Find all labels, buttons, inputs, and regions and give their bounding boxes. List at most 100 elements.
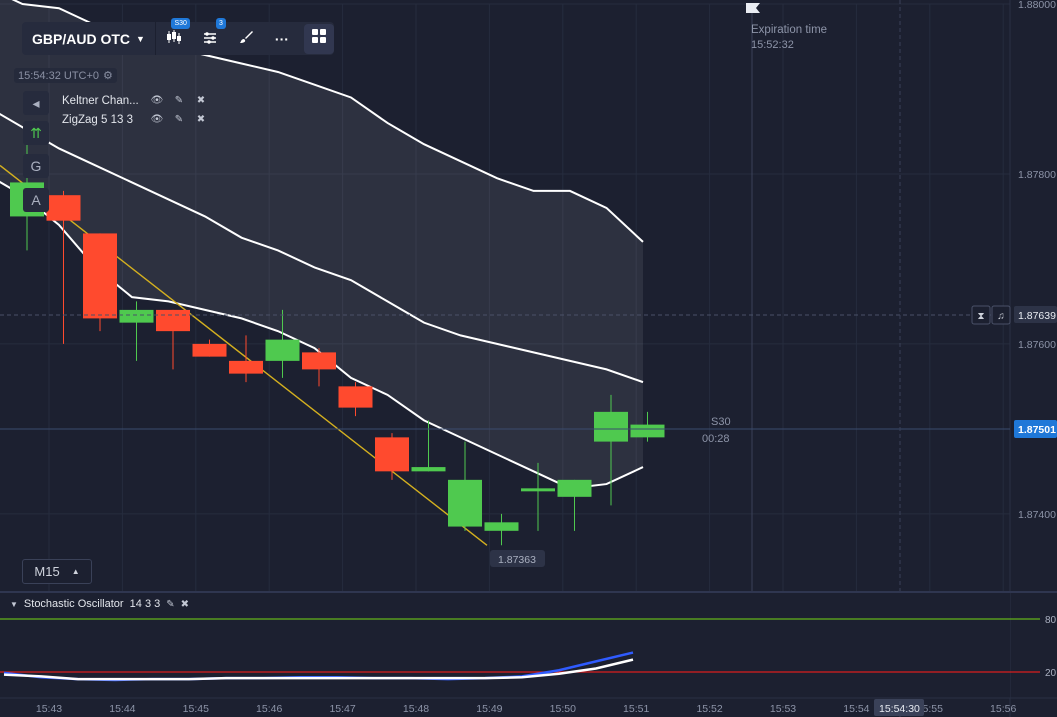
stochastic-oscillator [0, 618, 1040, 682]
eye-icon[interactable]: 👁 [150, 114, 164, 125]
indicator-row-keltner: Keltner Chan... 👁 ✎ ✖ [62, 91, 212, 110]
eye-icon[interactable]: 👁 [150, 95, 164, 106]
candle[interactable] [521, 462, 555, 531]
time-axis: 15:43 15:44 15:45 15:46 15:47 15:48 15:49 15:50… [36, 703, 1017, 715]
osc-level-low-label: 20 [1045, 668, 1057, 679]
top-toolbar: GBP/AUD OTC ▼ S30 3 ··· [22, 18, 334, 55]
gear-icon: ⚙ [103, 70, 113, 82]
current-time-value: 15:54:30 [879, 703, 920, 715]
alert-timer-button[interactable]: ⧗ [971, 305, 991, 325]
chevron-down-icon[interactable]: ▼ [10, 599, 18, 609]
time-axis-label: 15:46 [256, 703, 282, 715]
candle-body [557, 479, 592, 497]
indicator-name: Keltner Chan... [62, 94, 139, 107]
time-axis-label: 15:53 [770, 703, 796, 715]
chart-grid [0, 3, 1010, 698]
chart-type-badge: S30 [171, 18, 190, 29]
timeframe-selector[interactable]: M15 ▲ [22, 559, 92, 584]
low-price-tag [490, 550, 545, 567]
expiration-time: 15:52:32 [751, 39, 794, 51]
candle[interactable] [375, 433, 409, 480]
time-axis-label: 15:49 [476, 703, 502, 715]
more-button[interactable]: ··· [264, 22, 300, 55]
expiration-flag-icon[interactable] [746, 3, 760, 13]
indicator-name: ZigZag 5 13 3 [62, 113, 133, 126]
candle[interactable] [557, 479, 592, 531]
current-time-tag [874, 699, 924, 716]
pencil-icon[interactable]: ✎ [174, 95, 184, 106]
side-button-g-label: G [30, 158, 42, 174]
drawing-tools-button[interactable] [228, 22, 264, 55]
timezone-text: 15:54:32 UTC+0 [18, 69, 100, 82]
candle[interactable] [229, 335, 263, 383]
candle-body [375, 437, 409, 472]
time-axis-label: 15:50 [550, 703, 576, 715]
oscillator-title: Stochastic Oscillator 14 3 3 [23, 598, 161, 610]
side-button-a[interactable]: A [23, 188, 49, 212]
candle-body [302, 352, 336, 370]
chart-type-button[interactable]: S30 [156, 18, 192, 55]
candle[interactable] [448, 441, 482, 531]
timezone-info[interactable]: 15:54:32 UTC+0 ⚙ [14, 68, 117, 83]
time-axis-label: 15:54 [843, 703, 869, 715]
candle-body [192, 343, 227, 357]
time-axis-label: 15:44 [109, 703, 135, 715]
expiration-label: Expiration time [751, 24, 827, 36]
candle-body [83, 233, 117, 319]
double-arrow-up-icon: ⇈ [30, 124, 42, 141]
stoch-d-line [3, 658, 634, 681]
layout-grid-button[interactable] [303, 23, 334, 54]
candle[interactable] [156, 309, 190, 370]
time-axis-label: 15:56 [990, 703, 1016, 715]
price-axis: 1.88000 1.87800 1.87600 1.87400 [1018, 0, 1056, 521]
osc-level-high-label: 80 [1045, 615, 1057, 626]
close-icon[interactable]: ✖ [196, 114, 206, 125]
candle-body [46, 195, 81, 221]
indicators-badge: 3 [216, 18, 226, 29]
alert-bell-button[interactable]: ♫ [991, 305, 1011, 325]
candle[interactable] [338, 382, 373, 417]
bell-icon: ♫ [997, 311, 1005, 322]
candle-body [521, 488, 555, 492]
candle[interactable] [302, 348, 336, 387]
more-icon: ··· [274, 30, 289, 47]
pencil-icon[interactable]: ✎ [166, 598, 175, 610]
asset-name: GBP/AUD OTC [32, 30, 130, 47]
candle[interactable] [83, 233, 117, 332]
pencil-icon[interactable]: ✎ [174, 114, 184, 125]
side-button-g[interactable]: G [23, 154, 49, 178]
price-axis-label: 1.87800 [1018, 169, 1056, 181]
collapse-indicators-button[interactable]: ◂ [23, 91, 49, 115]
candles-icon [166, 30, 182, 47]
asset-selector[interactable]: GBP/AUD OTC ▼ [22, 22, 156, 55]
candle[interactable] [46, 190, 81, 344]
candle[interactable] [119, 301, 154, 361]
candle-body [156, 309, 190, 332]
candle[interactable] [192, 339, 227, 357]
close-icon[interactable]: ✖ [180, 598, 190, 610]
zigzag-indicator [0, 164, 488, 546]
chevron-left-icon: ◂ [32, 94, 40, 111]
indicators-button[interactable]: 3 [192, 18, 228, 55]
low-price-value: 1.87363 [498, 554, 536, 566]
candle[interactable] [265, 309, 300, 378]
trend-button[interactable]: ⇈ [23, 121, 49, 145]
candle-body [448, 479, 482, 527]
close-icon[interactable]: ✖ [196, 95, 206, 106]
candle-body [630, 424, 665, 438]
oscillator-panel [0, 592, 1010, 698]
indicator-row-zigzag: ZigZag 5 13 3 👁 ✎ ✖ [62, 110, 212, 129]
trade-marker-countdown: 00:28 [702, 433, 730, 445]
candle[interactable] [630, 411, 665, 442]
price-axis-label: 1.87600 [1018, 339, 1056, 351]
timeframe-label: M15 [34, 564, 60, 579]
candle[interactable] [594, 394, 628, 506]
time-axis-label: 15:43 [36, 703, 62, 715]
candle[interactable] [484, 513, 519, 546]
time-axis-label: 15:48 [403, 703, 429, 715]
price-axis-label: 1.87400 [1018, 509, 1056, 521]
hourglass-icon: ⧗ [977, 311, 984, 322]
candle-body [265, 339, 300, 361]
